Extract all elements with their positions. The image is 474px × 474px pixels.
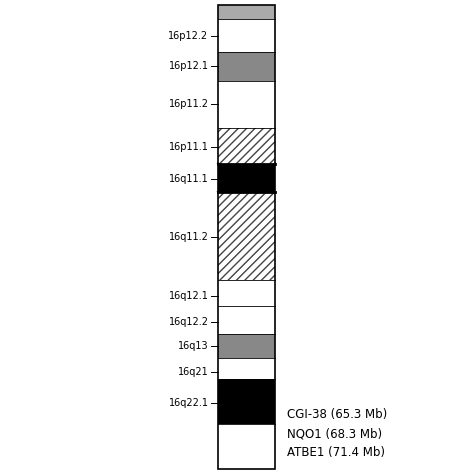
Text: 16q21: 16q21 xyxy=(178,367,209,377)
Bar xyxy=(218,19,275,52)
Bar xyxy=(218,358,275,379)
Bar xyxy=(218,81,275,128)
Text: 16q11.2: 16q11.2 xyxy=(169,232,209,242)
Bar xyxy=(218,128,275,164)
Bar xyxy=(218,164,275,192)
Text: 16p12.1: 16p12.1 xyxy=(169,61,209,72)
Bar xyxy=(218,280,275,306)
Text: 16q12.2: 16q12.2 xyxy=(169,317,209,328)
Bar xyxy=(218,379,275,424)
Text: NQO1 (68.3 Mb): NQO1 (68.3 Mb) xyxy=(287,427,382,440)
Text: 16p11.2: 16p11.2 xyxy=(169,99,209,109)
Bar xyxy=(218,5,275,19)
Bar xyxy=(218,192,275,280)
Text: 16q13: 16q13 xyxy=(178,341,209,351)
Bar xyxy=(218,5,275,469)
Bar xyxy=(218,334,275,358)
Bar xyxy=(218,424,275,469)
Text: 16q12.1: 16q12.1 xyxy=(169,291,209,301)
Text: ATBE1 (71.4 Mb): ATBE1 (71.4 Mb) xyxy=(287,446,385,459)
Text: 16q11.1: 16q11.1 xyxy=(169,174,209,184)
Bar xyxy=(218,306,275,334)
Bar xyxy=(218,192,275,280)
Text: CGI-38 (65.3 Mb): CGI-38 (65.3 Mb) xyxy=(287,408,387,421)
Text: 16p12.2: 16p12.2 xyxy=(168,30,209,41)
Bar xyxy=(218,52,275,81)
Text: 16q22.1: 16q22.1 xyxy=(169,398,209,408)
Text: 16p11.1: 16p11.1 xyxy=(169,142,209,152)
Bar xyxy=(218,128,275,164)
